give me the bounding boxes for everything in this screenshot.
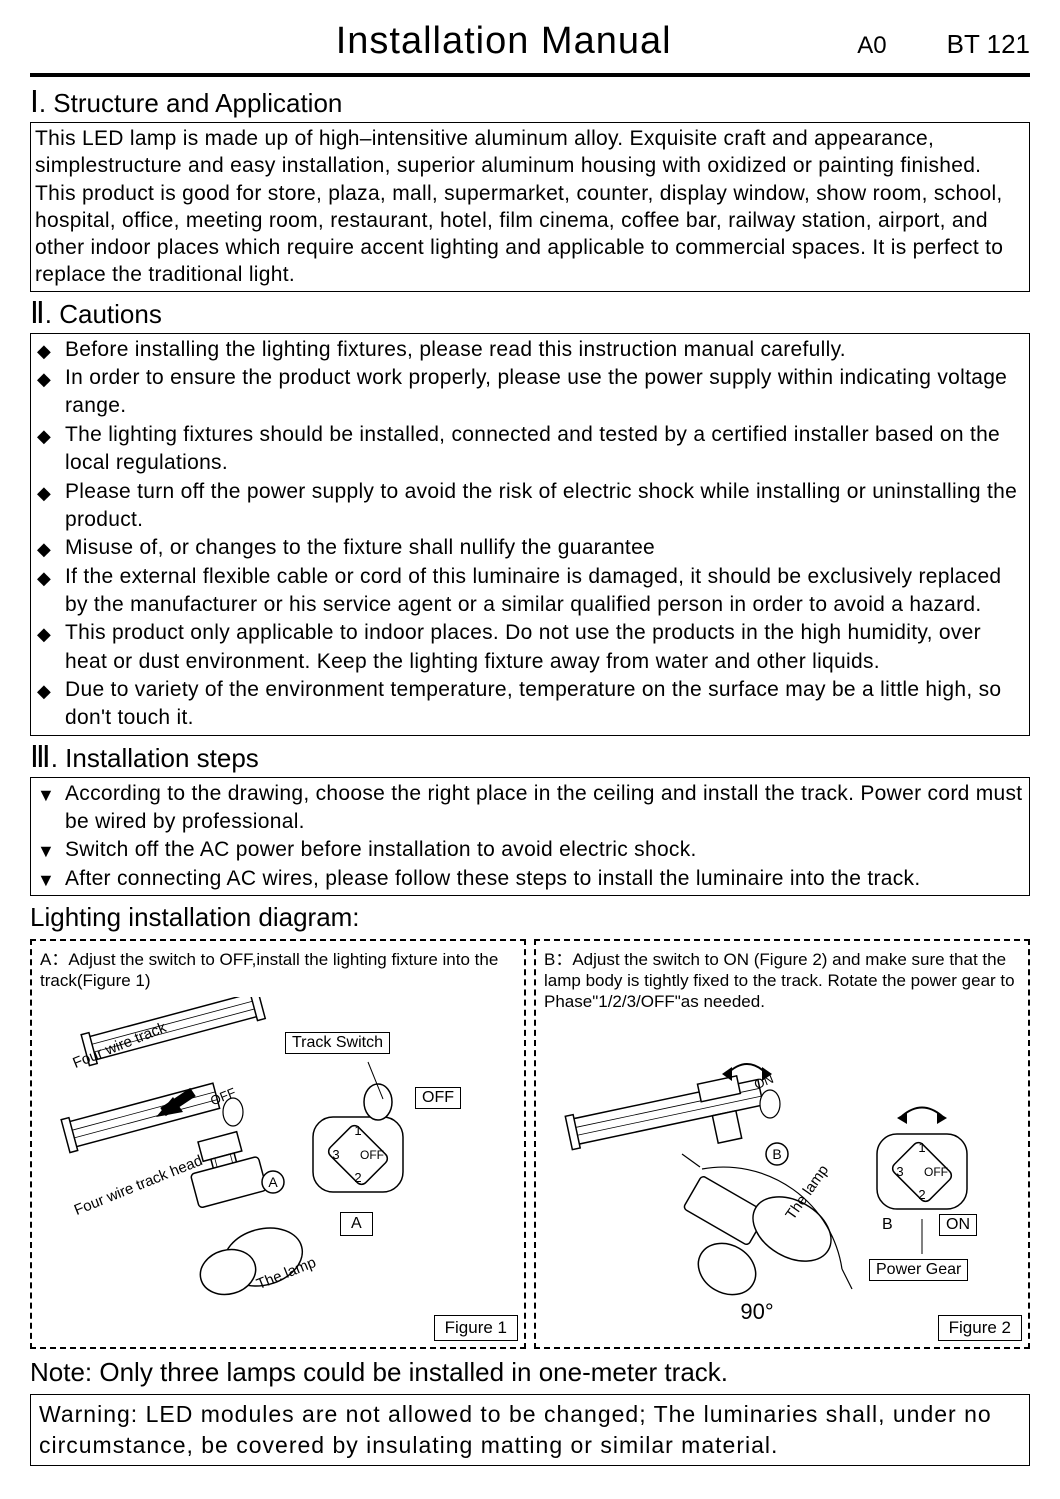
svg-text:OFF: OFF — [924, 1165, 948, 1179]
caution-item: ◆ Before installing the lighting fixtures… — [35, 336, 1025, 364]
step-item: ▼ Switch off the AC power before installa… — [35, 836, 1025, 864]
svg-text:3: 3 — [332, 1147, 339, 1162]
diamond-icon: ◆ — [37, 481, 51, 505]
step-text: According to the drawing, choose the rig… — [63, 780, 1025, 837]
diamond-icon: ◆ — [37, 367, 51, 391]
diamond-icon: ◆ — [37, 622, 51, 646]
caution-item: ◆ The lighting fixtures should be install… — [35, 421, 1025, 478]
caution-item: ◆ In order to ensure the product work pro… — [35, 364, 1025, 421]
diamond-icon: ◆ — [37, 424, 51, 448]
caution-item: ◆ Please turn off the power supply to avo… — [35, 478, 1025, 535]
svg-text:OFF: OFF — [360, 1148, 384, 1162]
section3-heading-text: . Installation steps — [51, 743, 259, 773]
section2-roman: Ⅱ — [30, 297, 45, 330]
diagram-panel-b: B：Adjust the switch to ON (Figure 2) and… — [534, 939, 1030, 1349]
label-power-gear: Power Gear — [869, 1259, 968, 1281]
caution-text: Misuse of, or changes to the fixture sha… — [63, 534, 1025, 562]
diagram-title: Lighting installation diagram: — [30, 902, 1030, 933]
doc-revision: A0 — [857, 32, 886, 60]
caution-text: Please turn off the power supply to avoi… — [63, 478, 1025, 535]
note-line: Note: Only three lamps could be installe… — [30, 1357, 1030, 1388]
section1-roman: Ⅰ — [30, 86, 39, 119]
section3-box: ▼ According to the drawing, choose the ri… — [30, 777, 1030, 896]
svg-text:2: 2 — [918, 1187, 925, 1202]
section1-body: This LED lamp is made up of high–intensi… — [30, 122, 1030, 292]
svg-text:1: 1 — [354, 1123, 361, 1138]
doc-model: BT 121 — [947, 29, 1030, 60]
label-off-box: OFF — [415, 1087, 461, 1109]
caution-text: The lighting fixtures should be installe… — [63, 421, 1025, 478]
label-b-letter: B — [876, 1214, 899, 1236]
caution-item: ◆ If the external flexible cable or cord … — [35, 563, 1025, 620]
steps-list: ▼ According to the drawing, choose the ri… — [35, 780, 1025, 893]
section2-box: ◆ Before installing the lighting fixtures… — [30, 333, 1030, 736]
section1-heading-text: . Structure and Application — [39, 88, 343, 118]
step-item: ▼ According to the drawing, choose the ri… — [35, 780, 1025, 837]
panel-a-text: A：Adjust the switch to OFF,install the l… — [40, 949, 516, 992]
figure1-label: Figure 1 — [434, 1315, 518, 1341]
panel-a-svg: A 1 3 2 OFF Four wire track Four wire tr… — [40, 997, 516, 1317]
triangle-down-icon: ▼ — [37, 783, 55, 807]
svg-text:B: B — [772, 1146, 781, 1162]
doc-title: Installation Manual — [30, 20, 857, 63]
label-on-box: ON — [939, 1214, 977, 1236]
label-track-switch: Track Switch — [285, 1032, 390, 1054]
caution-item: ◆ Due to variety of the environment tempe… — [35, 676, 1025, 733]
panel-b-text: B：Adjust the switch to ON (Figure 2) and… — [544, 949, 1020, 1013]
caution-text: If the external flexible cable or cord o… — [63, 563, 1025, 620]
diagram-panel-a: A：Adjust the switch to OFF,install the l… — [30, 939, 526, 1349]
caution-text: Before installing the lighting fixtures,… — [63, 336, 1025, 364]
caution-text: In order to ensure the product work prop… — [63, 364, 1025, 421]
cautions-list: ◆ Before installing the lighting fixtures… — [35, 336, 1025, 733]
triangle-down-icon: ▼ — [37, 868, 55, 892]
section1-heading: Ⅰ. Structure and Application — [30, 85, 1030, 120]
svg-text:90°: 90° — [740, 1299, 773, 1324]
step-text: Switch off the AC power before installat… — [63, 836, 1025, 864]
diamond-icon: ◆ — [37, 679, 51, 703]
warning-box: Warning: LED modules are not allowed to … — [30, 1394, 1030, 1466]
section2-heading: Ⅱ. Cautions — [30, 296, 1030, 331]
svg-text:2: 2 — [354, 1170, 361, 1185]
svg-text:1: 1 — [918, 1140, 925, 1155]
section3-heading: Ⅲ. Installation steps — [30, 740, 1030, 775]
diagram-row: A：Adjust the switch to OFF,install the l… — [30, 939, 1030, 1349]
label-a-box: A — [340, 1212, 373, 1236]
figure2-label: Figure 2 — [938, 1315, 1022, 1341]
section2-heading-text: . Cautions — [45, 299, 162, 329]
section3-roman: Ⅲ — [30, 741, 51, 774]
caution-item: ◆ This product only applicable to indoor … — [35, 619, 1025, 676]
caution-text: This product only applicable to indoor p… — [63, 619, 1025, 676]
panel-b-svg: B 90° 1 3 2 OFF — [544, 1019, 1020, 1339]
svg-text:3: 3 — [896, 1164, 903, 1179]
step-item: ▼ After connecting AC wires, please follo… — [35, 865, 1025, 893]
caution-item: ◆ Misuse of, or changes to the fixture sh… — [35, 534, 1025, 562]
diamond-icon: ◆ — [37, 537, 51, 561]
step-text: After connecting AC wires, please follow… — [63, 865, 1025, 893]
marker-a: A — [268, 1174, 278, 1190]
caution-text: Due to variety of the environment temper… — [63, 676, 1025, 733]
triangle-down-icon: ▼ — [37, 839, 55, 863]
document-header: Installation Manual A0 BT 121 — [30, 20, 1030, 77]
diamond-icon: ◆ — [37, 339, 51, 363]
diamond-icon: ◆ — [37, 566, 51, 590]
figure2-svg: B 90° 1 3 2 OFF — [544, 1019, 1020, 1339]
